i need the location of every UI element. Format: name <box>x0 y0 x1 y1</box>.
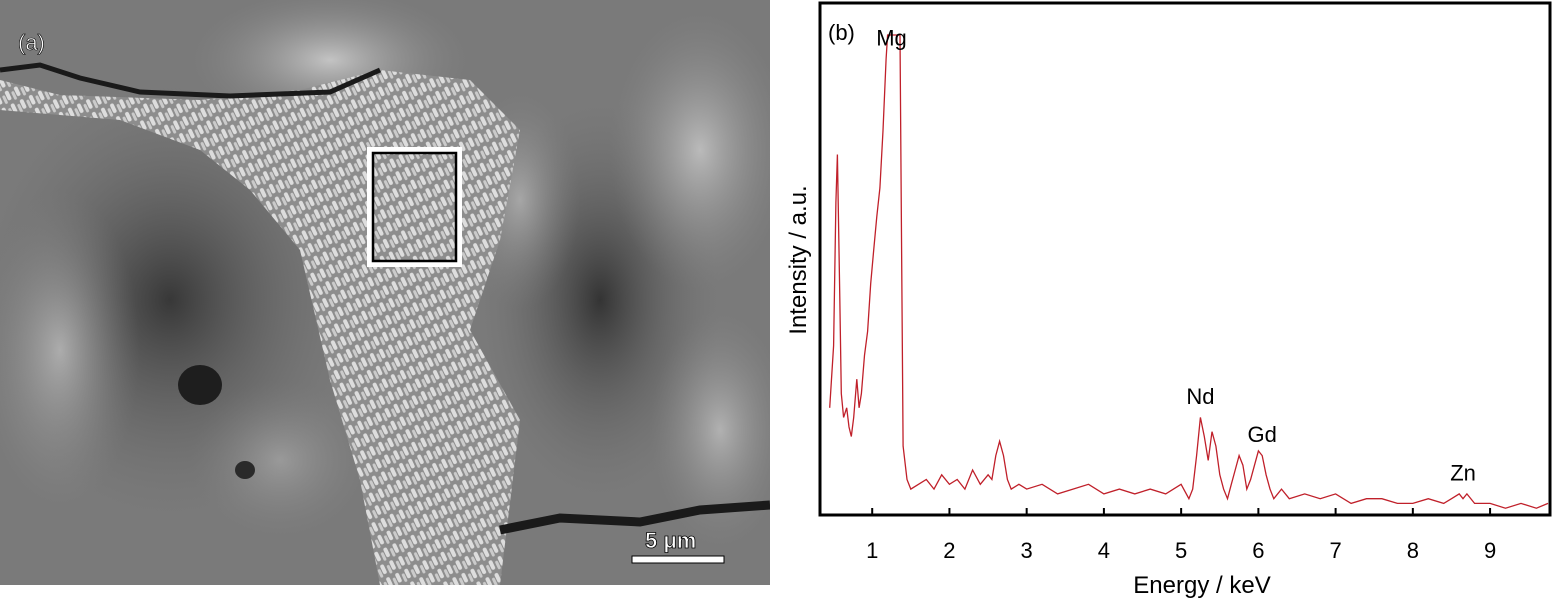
selected-region-box <box>367 147 462 267</box>
x-tick-label: 8 <box>1407 538 1419 563</box>
spectrum-line <box>829 34 1549 509</box>
y-axis-label: Intensity / a.u. <box>785 185 812 334</box>
x-tick-label: 2 <box>943 538 955 563</box>
scale-bar-label: 5 μm <box>645 528 696 553</box>
peak-label-nd: Nd <box>1186 384 1214 409</box>
x-tick-label: 7 <box>1329 538 1341 563</box>
peak-label-mg: Mg <box>876 25 907 50</box>
x-tick-label: 6 <box>1252 538 1264 563</box>
panel-a-label: (a) <box>18 30 45 55</box>
eds-spectrum-chart: (b) 1 2 3 4 5 6 7 8 9 Mg Nd Gd Zn Energy / keV Inte… <box>785 1 1552 599</box>
x-tick-label: 4 <box>1098 538 1110 563</box>
scale-bar <box>631 555 725 564</box>
sem-micrograph: (a) 5 μm <box>0 0 770 585</box>
peak-label-zn: Zn <box>1450 460 1476 485</box>
x-tick-label: 5 <box>1175 538 1187 563</box>
pore <box>178 365 222 405</box>
x-axis-label: Energy / keV <box>1133 572 1270 599</box>
panel-b-label: (b) <box>828 20 855 45</box>
lamellar-phase <box>0 70 520 585</box>
x-axis-ticks: 1 2 3 4 5 6 7 8 9 <box>866 508 1496 563</box>
plot-frame <box>818 1 1552 517</box>
peak-labels: Mg Nd Gd Zn <box>876 25 1476 485</box>
x-tick-label: 9 <box>1484 538 1496 563</box>
x-tick-label: 3 <box>1021 538 1033 563</box>
x-tick-label: 1 <box>866 538 878 563</box>
crack <box>0 62 382 99</box>
peak-label-gd: Gd <box>1248 422 1277 447</box>
